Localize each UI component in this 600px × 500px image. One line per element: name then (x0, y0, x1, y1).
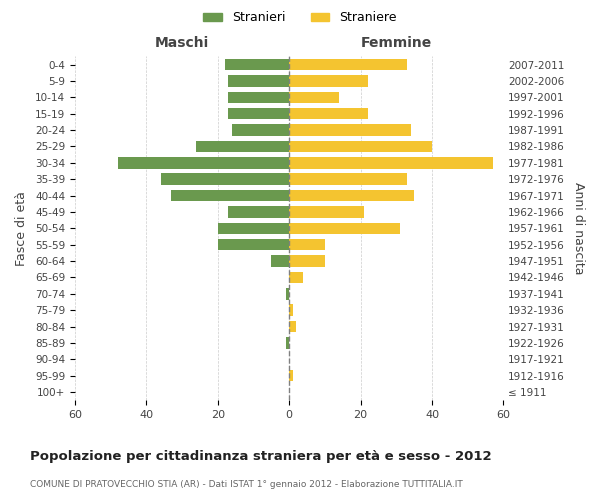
Bar (289, 124, 410, 136)
Bar (289, 190, 414, 202)
Bar (289, 321, 296, 332)
Bar (289, 92, 339, 103)
Bar (289, 108, 368, 120)
Y-axis label: Fasce di età: Fasce di età (15, 191, 28, 266)
Bar (229, 92, 289, 103)
Bar (289, 140, 432, 152)
Bar (289, 59, 407, 70)
Bar (118, 157, 289, 168)
Bar (225, 59, 289, 70)
Bar (196, 140, 289, 152)
Bar (172, 190, 289, 202)
Legend: Stranieri, Straniere: Stranieri, Straniere (198, 6, 402, 29)
Bar (289, 75, 368, 86)
Bar (289, 256, 325, 267)
Text: Popolazione per cittadinanza straniera per età e sesso - 2012: Popolazione per cittadinanza straniera p… (30, 450, 491, 463)
Text: COMUNE DI PRATOVECCHIO STIA (AR) - Dati ISTAT 1° gennaio 2012 - Elaborazione TUT: COMUNE DI PRATOVECCHIO STIA (AR) - Dati … (30, 480, 463, 489)
Bar (289, 222, 400, 234)
Bar (229, 75, 289, 86)
Text: Maschi: Maschi (155, 36, 209, 50)
Bar (286, 337, 289, 348)
Bar (289, 272, 304, 283)
Bar (271, 256, 289, 267)
Bar (289, 239, 325, 250)
Text: Femmine: Femmine (361, 36, 432, 50)
Bar (289, 174, 407, 185)
Bar (161, 174, 289, 185)
Bar (286, 288, 289, 300)
Bar (218, 239, 289, 250)
Bar (289, 370, 293, 382)
Bar (229, 108, 289, 120)
Bar (289, 304, 293, 316)
Bar (232, 124, 289, 136)
Y-axis label: Anni di nascita: Anni di nascita (572, 182, 585, 274)
Bar (289, 206, 364, 218)
Bar (289, 157, 493, 168)
Bar (218, 222, 289, 234)
Bar (229, 206, 289, 218)
